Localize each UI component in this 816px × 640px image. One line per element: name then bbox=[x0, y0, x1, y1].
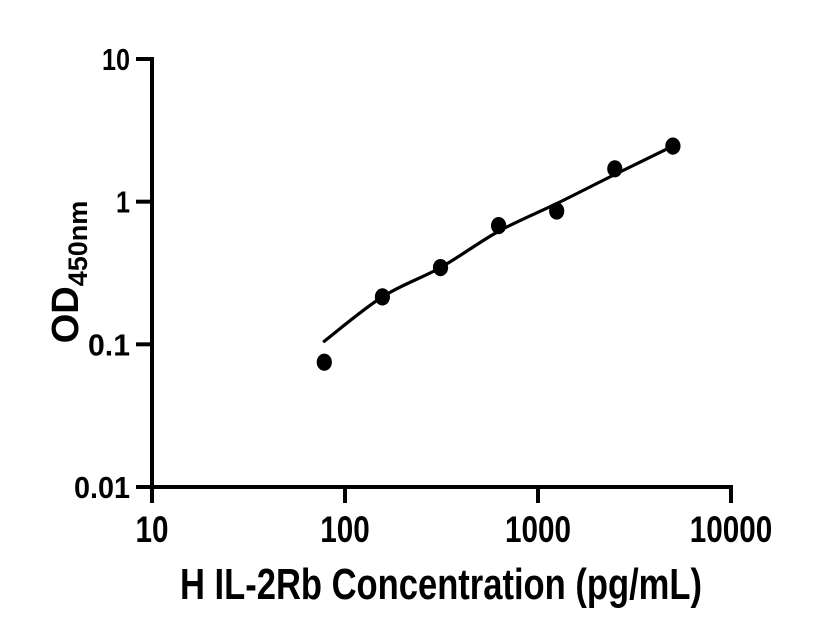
data-point bbox=[491, 217, 507, 235]
data-point bbox=[374, 288, 390, 306]
x-tick-label: 10 bbox=[136, 509, 169, 550]
y-tick-label: 0.1 bbox=[88, 327, 130, 362]
x-tick-label: 10000 bbox=[690, 509, 773, 550]
fit-curve-line bbox=[322, 144, 675, 343]
fit-curve-layer bbox=[322, 144, 675, 343]
x-tick-label: 100 bbox=[320, 509, 370, 550]
y-axis-ticks: 10 1 0.1 0.01 bbox=[74, 42, 152, 505]
y-tick-label: 0.01 bbox=[74, 470, 130, 505]
y-axis-title: OD450nm bbox=[45, 201, 93, 344]
data-point-layer bbox=[316, 137, 681, 371]
data-point bbox=[432, 259, 449, 277]
x-tick-label: 1000 bbox=[505, 509, 571, 550]
y-axis-title-main: OD bbox=[45, 286, 87, 343]
x-axis-ticks: 10 100 1000 10000 bbox=[136, 487, 773, 550]
data-point bbox=[665, 137, 681, 155]
y-tick-label: 1 bbox=[116, 185, 130, 220]
axes bbox=[150, 57, 733, 489]
data-point bbox=[607, 160, 623, 178]
y-tick-label: 10 bbox=[102, 42, 130, 77]
data-point bbox=[316, 353, 332, 371]
x-axis-title: H IL-2Rb Concentration (pg/mL) bbox=[180, 560, 702, 609]
data-point bbox=[549, 202, 565, 220]
y-axis-title-subscript: 450nm bbox=[63, 201, 93, 287]
